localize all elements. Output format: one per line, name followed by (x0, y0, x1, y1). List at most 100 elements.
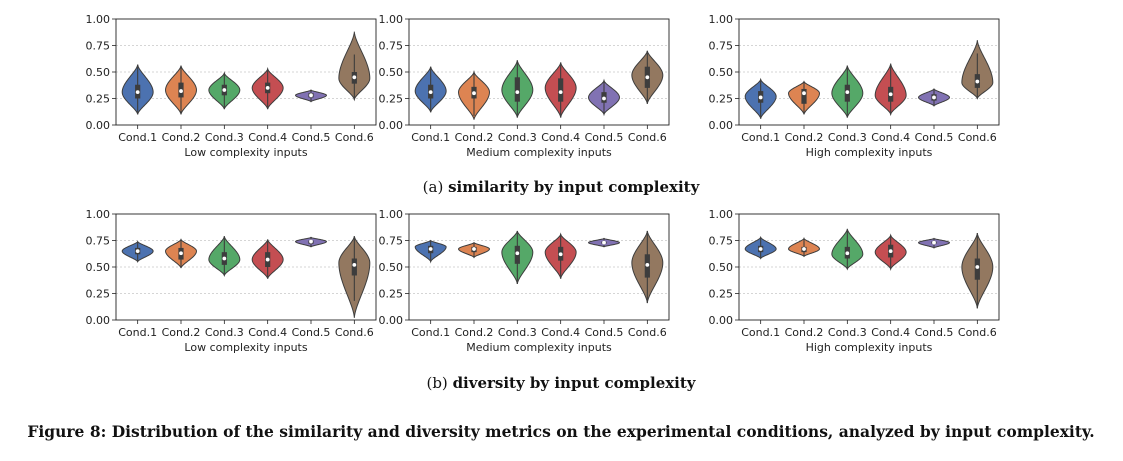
x-tick-label: Cond.6 (335, 131, 374, 144)
x-tick-label: Cond.4 (871, 326, 910, 339)
x-axis-label: Medium complexity inputs (466, 146, 612, 159)
violin-median (428, 90, 433, 95)
violin-median (309, 93, 313, 98)
violin-panel: 0.00 0.25 0.50 0.75 1.00 Cond.1 Cond.2 Cond.3 Co… (86, 13, 377, 159)
violin-median (802, 247, 806, 251)
violin-median (975, 79, 980, 84)
x-tick-label: Cond.4 (541, 131, 580, 144)
violin-median (515, 90, 520, 95)
y-tick-label: 0.25 (379, 93, 404, 106)
violin-median (558, 252, 563, 257)
violin-iqr-box (801, 88, 807, 104)
violin-median (222, 88, 227, 92)
y-tick-label: 0.75 (86, 235, 111, 248)
y-tick-label: 0.00 (709, 314, 734, 327)
y-tick-label: 0.75 (709, 235, 734, 248)
x-tick-label: Cond.2 (785, 131, 824, 144)
x-tick-label: Cond.6 (335, 326, 374, 339)
x-tick-label: Cond.6 (958, 326, 997, 339)
violin-median (888, 249, 893, 254)
violin-median (222, 256, 227, 261)
x-tick-label: Cond.2 (455, 131, 494, 144)
x-tick-label: Cond.5 (585, 326, 624, 339)
x-tick-label: Cond.3 (828, 326, 867, 339)
axes-frame (115, 18, 377, 126)
x-tick-label: Cond.5 (915, 326, 954, 339)
violin-median (845, 90, 850, 95)
x-tick-label: Cond.1 (741, 326, 780, 339)
figure-caption: Figure 8: Distribution of the similarity… (27, 422, 1094, 441)
violin-iqr-box (974, 258, 980, 280)
axes-frame (115, 213, 377, 321)
violin-median (179, 251, 183, 256)
y-tick-label: 1.00 (709, 208, 734, 221)
x-tick-label: Cond.6 (958, 131, 997, 144)
y-tick-label: 0.25 (709, 93, 734, 106)
violin-panel: 0.00 0.25 0.50 0.75 1.00 Cond.1 Cond.2 Cond.3 Co… (709, 208, 1000, 354)
axes-frame (408, 213, 670, 321)
violin-median (888, 92, 893, 97)
x-tick-label: Cond.2 (455, 326, 494, 339)
x-tick-label: Cond.2 (785, 326, 824, 339)
y-tick-label: 1.00 (709, 13, 734, 26)
y-tick-label: 0.75 (379, 235, 404, 248)
violin-median (975, 265, 980, 269)
violin-median (602, 240, 606, 245)
violin-median (932, 240, 936, 245)
x-tick-label: Cond.3 (205, 131, 244, 144)
x-axis-label: Low complexity inputs (184, 146, 307, 159)
y-tick-label: 0.50 (379, 66, 404, 79)
y-tick-label: 0.25 (86, 93, 111, 106)
x-tick-label: Cond.1 (741, 131, 780, 144)
violin-median (758, 247, 763, 251)
y-tick-label: 1.00 (379, 208, 404, 221)
violin-median (352, 75, 357, 80)
y-tick-label: 0.50 (86, 66, 111, 79)
y-tick-label: 1.00 (379, 13, 404, 26)
violin-median (265, 257, 270, 262)
axes-frame (738, 18, 1000, 126)
violin-iqr-box (351, 258, 357, 276)
x-tick-label: Cond.6 (628, 326, 667, 339)
y-tick-label: 0.75 (86, 40, 111, 53)
x-tick-label: Cond.5 (585, 131, 624, 144)
y-tick-label: 0.00 (379, 314, 404, 327)
violin-iqr-box (558, 78, 564, 102)
y-tick-label: 0.25 (379, 288, 404, 301)
x-tick-label: Cond.1 (118, 131, 157, 144)
y-tick-label: 0.00 (86, 314, 111, 327)
violin-median (845, 251, 850, 256)
subcaption-a: (a) similarity by input complexity (423, 178, 701, 196)
y-tick-label: 0.50 (709, 66, 734, 79)
violin-median (352, 262, 357, 267)
violin-panel: 0.00 0.25 0.50 0.75 1.00 Cond.1 Cond.2 Cond.3 Co… (379, 13, 670, 159)
y-tick-label: 0.00 (86, 119, 111, 132)
x-tick-label: Cond.3 (498, 326, 537, 339)
x-tick-label: Cond.3 (498, 131, 537, 144)
x-axis-label: Medium complexity inputs (466, 341, 612, 354)
y-tick-label: 0.50 (709, 261, 734, 274)
violin-median (472, 247, 476, 251)
violin-median (802, 91, 806, 96)
x-tick-label: Cond.4 (541, 326, 580, 339)
axes-frame (408, 18, 670, 126)
violin-median (645, 75, 650, 80)
y-tick-label: 0.25 (86, 288, 111, 301)
violin-median (602, 96, 606, 101)
violin-iqr-box (514, 77, 520, 102)
violin-panel: 0.00 0.25 0.50 0.75 1.00 Cond.1 Cond.2 Cond.3 Co… (86, 208, 377, 354)
violin-median (265, 86, 270, 90)
axes-frame (738, 213, 1000, 321)
x-tick-label: Cond.6 (628, 131, 667, 144)
x-tick-label: Cond.3 (828, 131, 867, 144)
violin-median (309, 239, 313, 244)
x-tick-label: Cond.1 (411, 326, 450, 339)
y-tick-label: 0.50 (379, 261, 404, 274)
violin-panel: 0.00 0.25 0.50 0.75 1.00 Cond.1 Cond.2 Cond.3 Co… (379, 208, 670, 354)
violin-median (135, 249, 140, 254)
violin-median (645, 262, 650, 267)
violin-median (179, 89, 183, 93)
x-tick-label: Cond.2 (162, 131, 201, 144)
x-tick-label: Cond.2 (162, 326, 201, 339)
